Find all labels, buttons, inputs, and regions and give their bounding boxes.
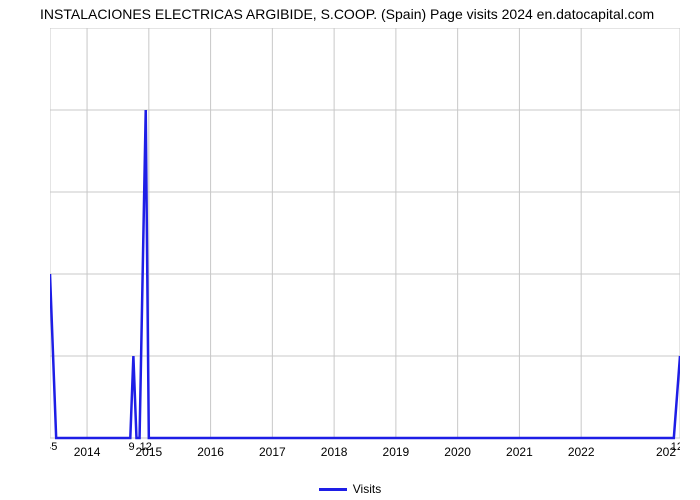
svg-text:2022: 2022 bbox=[568, 445, 595, 459]
chart-title: INSTALACIONES ELECTRICAS ARGIBIDE, S.COO… bbox=[40, 6, 654, 22]
x-axis-labels: 201420152016201720182019202020212022202 bbox=[74, 445, 677, 459]
grid-vertical bbox=[87, 28, 581, 438]
svg-text:2020: 2020 bbox=[444, 445, 471, 459]
chart-plot: 012345 201420152016201720182019202020212… bbox=[50, 28, 680, 438]
svg-text:2021: 2021 bbox=[506, 445, 533, 459]
svg-text:2016: 2016 bbox=[197, 445, 224, 459]
svg-text:2014: 2014 bbox=[74, 445, 101, 459]
svg-text:12: 12 bbox=[140, 441, 152, 453]
svg-text:2019: 2019 bbox=[383, 445, 410, 459]
legend-label: Visits bbox=[353, 482, 381, 496]
svg-text:2017: 2017 bbox=[259, 445, 286, 459]
legend-swatch bbox=[319, 488, 347, 491]
svg-text:2018: 2018 bbox=[321, 445, 348, 459]
legend: Visits bbox=[0, 482, 700, 496]
svg-text:45: 45 bbox=[50, 441, 57, 453]
svg-text:9: 9 bbox=[128, 441, 134, 453]
svg-text:12: 12 bbox=[671, 441, 680, 453]
chart-svg: 012345 201420152016201720182019202020212… bbox=[50, 28, 680, 468]
